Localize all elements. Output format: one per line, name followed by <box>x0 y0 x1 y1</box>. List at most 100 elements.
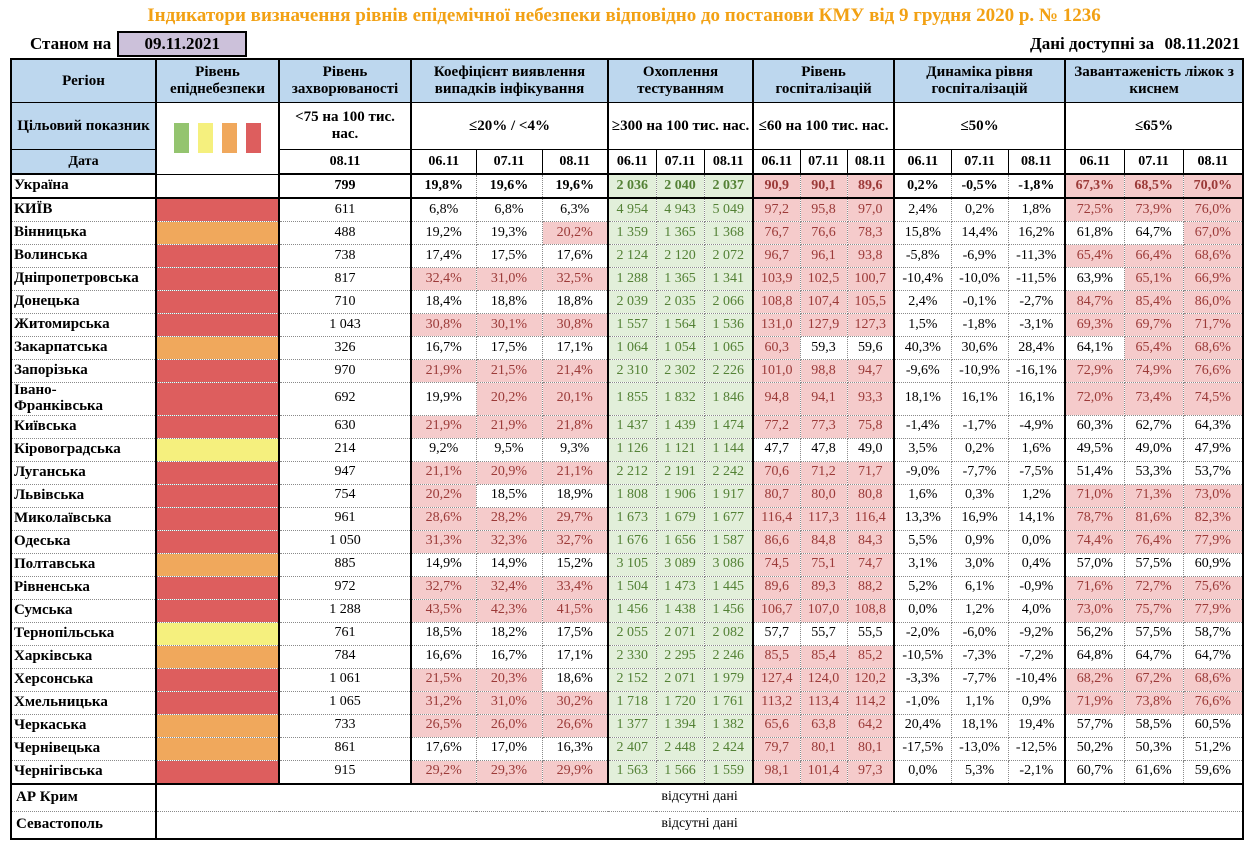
target-detection: ≤20% / <4% <box>410 102 609 150</box>
region-cell: Київська <box>10 414 157 439</box>
region-cell: Дніпропетровська <box>10 267 157 291</box>
data-available: Дані доступні за 08.11.2021 <box>1030 34 1240 54</box>
hospitalization-cell: 131,0 <box>752 313 801 337</box>
bed-occupancy-cell: 76,6% <box>1182 359 1244 383</box>
bed-occupancy-cell: 61,6% <box>1123 759 1184 784</box>
testing-cell: 1 473 <box>655 575 705 600</box>
hospitalization-cell: 47,8 <box>799 437 848 462</box>
region-cell: Чернівецька <box>10 736 157 761</box>
detection-cell: 6,8% <box>475 197 543 222</box>
testing-cell: 1 917 <box>703 483 754 508</box>
testing-cell: 2 407 <box>607 736 657 761</box>
bed-occupancy-cell: 56,2% <box>1064 621 1125 646</box>
detection-cell: 33,4% <box>541 575 609 600</box>
detection-cell: 17,1% <box>541 336 609 360</box>
region-cell: Вінницька <box>10 221 157 245</box>
detection-cell: 20,3% <box>475 667 543 692</box>
bed-occupancy-cell: 77,9% <box>1182 529 1244 554</box>
hospitalization-cell: 108,8 <box>846 598 895 623</box>
region-cell: Одеська <box>10 529 157 554</box>
dynamics-cell: -6,0% <box>950 621 1009 646</box>
detection-cell: 32,7% <box>541 529 609 554</box>
dynamics-cell: 0,9% <box>1007 690 1066 715</box>
detection-cell: 21,5% <box>410 667 477 692</box>
bed-occupancy-cell: 64,7% <box>1123 644 1184 669</box>
incidence-cell: 692 <box>278 382 412 416</box>
dynamics-cell: -10,9% <box>950 359 1009 383</box>
testing-cell: 1 761 <box>703 690 754 715</box>
detection-cell: 17,0% <box>475 736 543 761</box>
table-row: Кіровоградська 214 9,2% 9,5% 9,3% 1 126 1 121 1… <box>10 437 1244 462</box>
dynamics-cell: 16,9% <box>950 506 1009 531</box>
dynamics-cell: -9,6% <box>893 359 952 383</box>
dynamics-cell: 0,9% <box>950 529 1009 554</box>
testing-cell: 1 720 <box>655 690 705 715</box>
detection-cell: 19,2% <box>410 221 477 245</box>
region-cell: Донецька <box>10 290 157 314</box>
dynamics-cell: 1,2% <box>950 598 1009 623</box>
testing-cell: 2 039 <box>607 290 657 314</box>
testing-cell: 1 365 <box>655 267 705 291</box>
dynamics-cell: 3,1% <box>893 552 952 577</box>
testing-cell: 2 037 <box>703 173 754 199</box>
hospitalization-cell: 55,5 <box>846 621 895 646</box>
testing-cell: 1 382 <box>703 713 754 738</box>
bed-occupancy-cell: 73,8% <box>1123 690 1184 715</box>
dynamics-cell: -10,0% <box>950 267 1009 291</box>
dynamics-cell: -10,5% <box>893 644 952 669</box>
detection-cell: 15,2% <box>541 552 609 577</box>
detection-cell: 32,7% <box>410 575 477 600</box>
detection-cell: 31,0% <box>475 267 543 291</box>
hospitalization-cell: 117,3 <box>799 506 848 531</box>
incidence-cell: 885 <box>278 552 412 577</box>
date-cell: 07.11 <box>655 149 705 175</box>
dynamics-cell: 3,0% <box>950 552 1009 577</box>
detection-cell: 9,2% <box>410 437 477 462</box>
testing-cell: 1 846 <box>703 382 754 416</box>
hospitalization-cell: 98,1 <box>752 759 801 784</box>
region-cell: Львівська <box>10 483 157 508</box>
testing-cell: 1 288 <box>607 267 657 291</box>
bed-occupancy-cell: 57,7% <box>1064 713 1125 738</box>
bed-occupancy-cell: 53,7% <box>1182 460 1244 485</box>
region-cell: Україна <box>10 173 157 199</box>
region-cell: КИЇВ <box>10 197 157 222</box>
hospitalization-cell: 71,7 <box>846 460 895 485</box>
dynamics-cell: 28,4% <box>1007 336 1066 360</box>
bed-occupancy-cell: 70,0% <box>1182 173 1244 199</box>
testing-cell: 1 054 <box>655 336 705 360</box>
region-cell: Миколаївська <box>10 506 157 531</box>
detection-cell: 28,6% <box>410 506 477 531</box>
hospitalization-cell: 124,0 <box>799 667 848 692</box>
detection-cell: 20,2% <box>410 483 477 508</box>
dynamics-cell: -6,9% <box>950 244 1009 268</box>
dynamics-cell: 1,6% <box>1007 437 1066 462</box>
testing-cell: 1 456 <box>703 598 754 623</box>
hospitalization-cell: 93,3 <box>846 382 895 416</box>
hospitalization-cell: 89,3 <box>799 575 848 600</box>
dynamics-cell: -2,0% <box>893 621 952 646</box>
region-cell: Севастополь <box>10 810 157 839</box>
region-cell: Волинська <box>10 244 157 268</box>
detection-cell: 21,9% <box>410 359 477 383</box>
testing-cell: 2 152 <box>607 667 657 692</box>
bed-occupancy-cell: 75,6% <box>1182 575 1244 600</box>
bed-occupancy-cell: 73,0% <box>1182 483 1244 508</box>
header-detection: Коефіцієнт виявлення випадків інфікуванн… <box>410 58 609 103</box>
hospitalization-cell: 105,5 <box>846 290 895 314</box>
bed-occupancy-cell: 72,0% <box>1064 382 1125 416</box>
danger-level-cell <box>155 552 280 577</box>
hospitalization-cell: 94,8 <box>752 382 801 416</box>
hospitalization-cell: 47,7 <box>752 437 801 462</box>
detection-cell: 9,5% <box>475 437 543 462</box>
hospitalization-cell: 114,2 <box>846 690 895 715</box>
region-cell: Житомирська <box>10 313 157 337</box>
detection-cell: 32,4% <box>475 575 543 600</box>
detection-cell: 21,1% <box>410 460 477 485</box>
testing-cell: 2 310 <box>607 359 657 383</box>
detection-cell: 31,2% <box>410 690 477 715</box>
detection-cell: 32,3% <box>475 529 543 554</box>
testing-cell: 1 445 <box>703 575 754 600</box>
testing-cell: 1 504 <box>607 575 657 600</box>
detection-cell: 20,2% <box>475 382 543 416</box>
